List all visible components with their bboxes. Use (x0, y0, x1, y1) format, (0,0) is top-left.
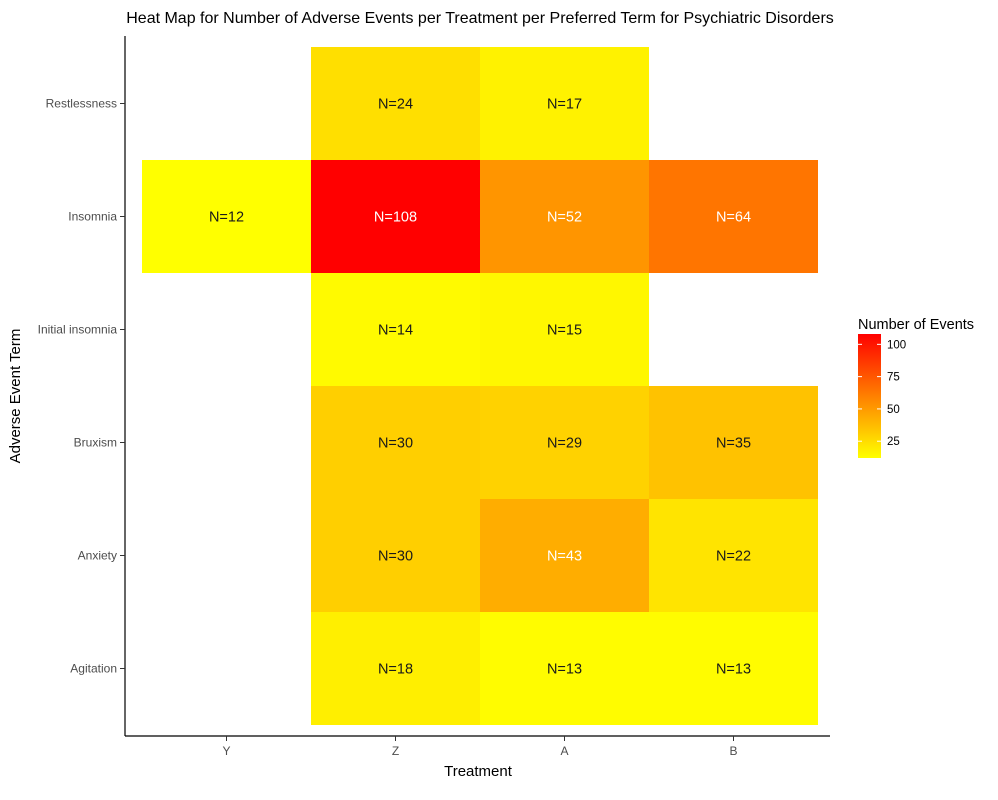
heatmap-cell (311, 612, 480, 725)
legend-tick-label: 100 (887, 339, 906, 351)
y-tick-label: Agitation (70, 662, 117, 676)
heatmap-cell (142, 160, 311, 273)
legend-title: Number of Events (858, 317, 974, 333)
cell-value-label: N=18 (378, 662, 413, 678)
cell-value-label: N=30 (378, 436, 413, 452)
cell-value-label: N=29 (547, 436, 582, 452)
y-tick-label: Bruxism (74, 436, 117, 450)
heatmap-cell (649, 612, 818, 725)
legend-tick-label: 75 (887, 372, 900, 384)
cell-value-label: N=64 (716, 210, 751, 226)
chart-title: Heat Map for Number of Adverse Events pe… (126, 10, 834, 27)
heatmap-cell (311, 273, 480, 386)
cell-value-label: N=13 (716, 662, 751, 678)
cell-value-label: N=108 (374, 210, 417, 226)
color-legend: Number of Events 25 50 75 100 (858, 317, 974, 458)
x-tick-label: Z (392, 744, 399, 758)
heatmap-cell (480, 612, 649, 725)
heatmap-cell (311, 499, 480, 612)
x-tick-label: B (729, 744, 737, 758)
y-tick-label: Restlessness (46, 97, 117, 111)
legend-tick-label: 50 (887, 404, 900, 416)
x-tick-label: A (560, 744, 568, 758)
cell-value-label: N=30 (378, 549, 413, 565)
y-tick-label: Anxiety (78, 549, 117, 563)
heatmap-cell (311, 160, 480, 273)
y-axis-title: Adverse Event Term (7, 329, 24, 464)
axes-layer (124, 36, 830, 737)
cell-value-label: N=12 (209, 210, 244, 226)
heatmap-cell (649, 160, 818, 273)
heatmap-cell (480, 386, 649, 499)
heatmap-cell (649, 499, 818, 612)
cells-layer: N=24 N=17 N=12 N=108 N=52 N=64 N=14 N=15 N=30 N=2… (142, 47, 818, 725)
legend-tick-label: 25 (887, 436, 900, 448)
heatmap-cell (480, 273, 649, 386)
cell-value-label: N=17 (547, 97, 582, 113)
x-axis-title: Treatment (444, 763, 513, 780)
cell-value-label: N=35 (716, 436, 751, 452)
heatmap-cell (480, 47, 649, 160)
cell-value-label: N=22 (716, 549, 751, 565)
x-tick-label: Y (222, 744, 230, 758)
cell-value-label: N=15 (547, 323, 582, 339)
cell-value-label: N=52 (547, 210, 582, 226)
cell-value-label: N=14 (378, 323, 413, 339)
cell-value-label: N=43 (547, 549, 582, 565)
heatmap-cell (311, 386, 480, 499)
y-tick-label: Insomnia (68, 210, 117, 224)
heatmap-cell (311, 47, 480, 160)
heatmap-cell (649, 386, 818, 499)
cell-value-label: N=13 (547, 662, 582, 678)
cell-value-label: N=24 (378, 97, 413, 113)
y-tick-label: Initial insomnia (38, 323, 118, 337)
heatmap-cell (480, 499, 649, 612)
heatmap-cell (480, 160, 649, 273)
ticks-layer: Y Z A B Restlessness Insomnia Initial insomnia… (38, 97, 738, 759)
legend-colorbar (858, 334, 881, 458)
